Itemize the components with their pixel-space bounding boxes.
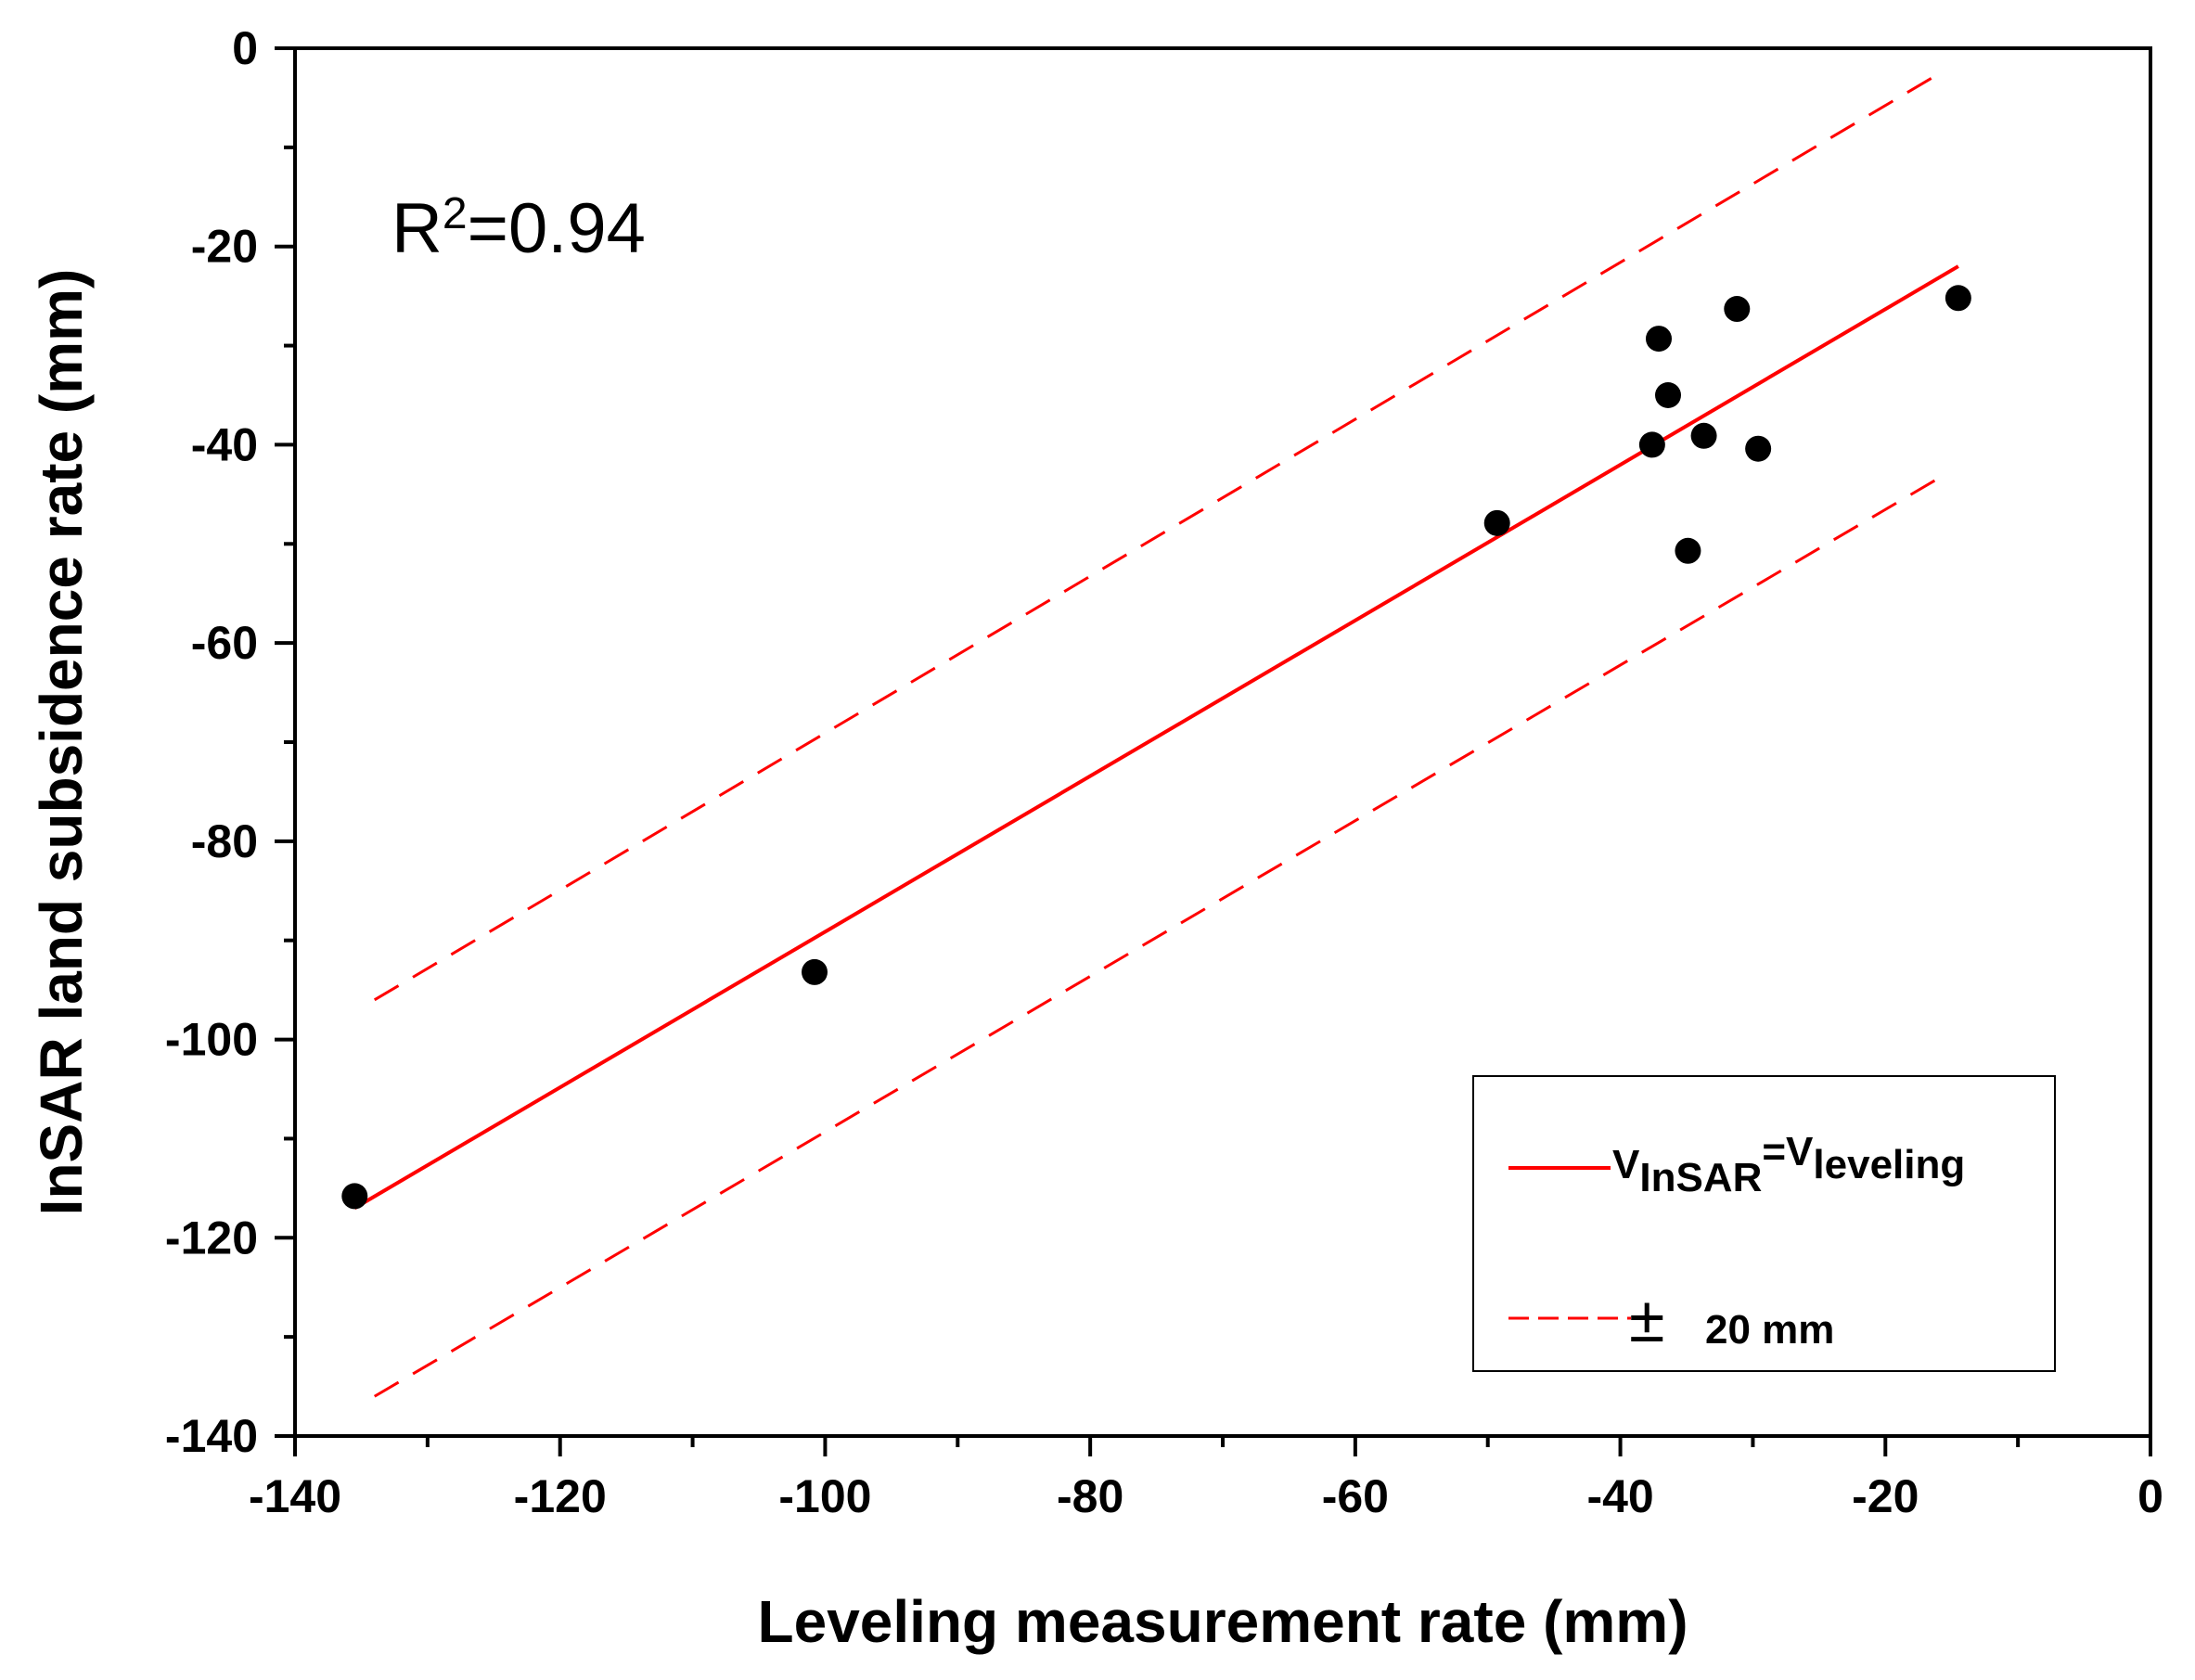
data-point	[1655, 382, 1681, 408]
data-point	[1690, 422, 1717, 449]
x-tick-label: -40	[1586, 1470, 1653, 1522]
data-point	[1724, 296, 1751, 323]
data-point	[1646, 326, 1672, 353]
r-squared-value: =0.94	[468, 189, 646, 268]
data-point	[1945, 285, 1971, 312]
y-tick-label: -40	[191, 418, 258, 470]
x-tick-label: -60	[1322, 1470, 1389, 1522]
x-tick-label: -100	[778, 1470, 871, 1522]
legend-sub-insar: InSAR	[1639, 1155, 1762, 1200]
legend-entry-range: 20 mm	[1705, 1307, 1834, 1353]
line-upper	[373, 76, 1933, 1002]
data-point	[341, 1183, 368, 1210]
y-tick-label: -100	[165, 1014, 258, 1066]
r-squared-base: R	[392, 189, 443, 268]
data-points	[341, 285, 1971, 1210]
x-tick-label: 0	[2137, 1470, 2163, 1522]
x-tick-label: -140	[249, 1470, 341, 1522]
y-tick-label: -20	[191, 221, 258, 273]
x-tick-label: -20	[1852, 1470, 1919, 1522]
legend-plus-minus: ±	[1629, 1283, 1664, 1355]
legend-sub-leveling: leveling	[1813, 1142, 1965, 1187]
x-tick-label: -80	[1057, 1470, 1123, 1522]
x-tick-label: -120	[514, 1470, 607, 1522]
x-axis-title: Leveling measurement rate (mm)	[758, 1588, 1688, 1655]
data-point	[1745, 435, 1772, 462]
data-point	[1638, 431, 1665, 458]
r-squared-annotation: R2=0.94	[392, 189, 646, 269]
legend-box	[1472, 1075, 2056, 1372]
data-point	[1483, 509, 1510, 536]
line-identity	[353, 264, 1959, 1210]
axis-ticks: -140 -120 -100 -80 -60 -40 -20 0 0 -20 -40 -60 -80 -1…	[165, 22, 2163, 1522]
y-tick-label: -120	[165, 1212, 258, 1263]
legend-v-insar: V	[1612, 1142, 1640, 1187]
y-tick-label: -80	[191, 815, 258, 867]
data-point	[1675, 537, 1701, 564]
y-tick-label: 0	[232, 22, 258, 74]
r-squared-superscript: 2	[443, 189, 468, 238]
y-axis-title: InSAR land subsidence rate (mm)	[28, 269, 95, 1216]
legend: VInSAR=Vleveling ± 20 mm	[1472, 1075, 2056, 1372]
data-point	[802, 958, 828, 985]
legend-entry-identity: VInSAR=Vleveling	[1612, 1129, 1965, 1200]
y-tick-label: -140	[165, 1410, 258, 1462]
legend-eq: =V	[1762, 1129, 1814, 1174]
y-tick-label: -60	[191, 617, 258, 669]
line-lower	[373, 473, 1946, 1398]
reference-lines	[353, 76, 1959, 1398]
